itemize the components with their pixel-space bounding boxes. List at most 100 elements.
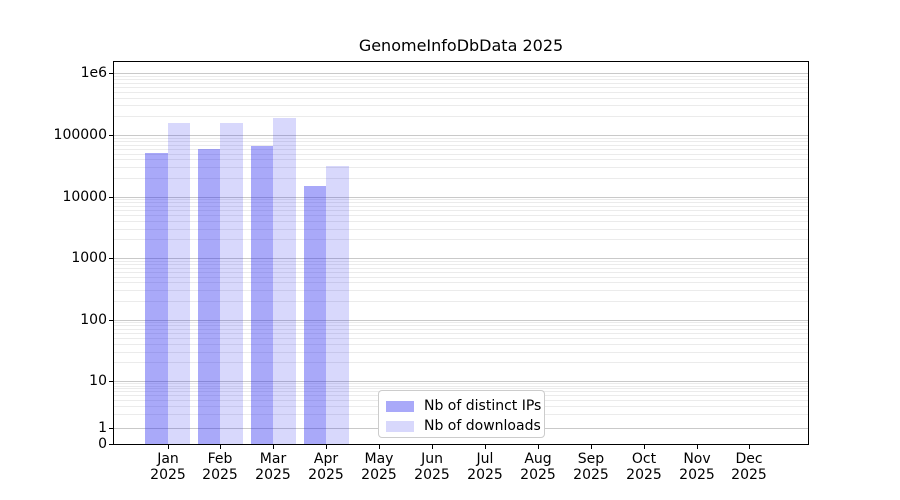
gridline-minor [114, 167, 808, 168]
gridline-minor [114, 116, 808, 117]
x-tick-label: Feb 2025 [180, 451, 260, 483]
gridline-minor [114, 141, 808, 142]
y-tick [109, 135, 113, 136]
gridline-minor [114, 301, 808, 302]
gridline-minor [114, 329, 808, 330]
y-tick [109, 444, 113, 445]
gridline-minor [114, 138, 808, 139]
x-tick-month: Dec [735, 451, 763, 467]
x-tick-year: 2025 [414, 467, 450, 483]
gridline-minor [114, 105, 808, 106]
x-tick-year: 2025 [679, 467, 715, 483]
x-tick-label: Mar 2025 [233, 451, 313, 483]
gridline-minor [114, 154, 808, 155]
gridline-minor [114, 386, 808, 387]
x-tick-month: Jun [421, 451, 443, 467]
bar-distinct-ips [145, 152, 168, 444]
x-tick-month: Aug [524, 451, 552, 467]
x-tick-year: 2025 [467, 467, 503, 483]
y-tick-label: 0 [98, 436, 107, 452]
x-tick [644, 445, 645, 449]
gridline-minor [114, 344, 808, 345]
x-tick-year: 2025 [520, 467, 556, 483]
gridline-minor [114, 352, 808, 353]
grid-layer [114, 62, 808, 444]
gridline-minor [114, 83, 808, 84]
gridline-minor [114, 239, 808, 240]
x-tick-year: 2025 [361, 467, 397, 483]
x-tick [220, 445, 221, 449]
x-tick [538, 445, 539, 449]
gridline-minor [114, 210, 808, 211]
chart-title: GenomeInfoDbData 2025 [358, 36, 564, 55]
y-tick [109, 197, 113, 198]
y-tick-label: 100 [80, 312, 107, 328]
gridline-major [114, 73, 808, 74]
bar-downloads [167, 123, 190, 444]
gridline-minor [114, 76, 808, 77]
legend-swatch-downloads-icon [386, 420, 414, 432]
x-tick-month: Oct [631, 451, 657, 467]
legend-swatch-distinct-ips-icon [386, 400, 414, 412]
y-tick [109, 258, 113, 259]
gridline-minor [114, 145, 808, 146]
gridline-minor [114, 333, 808, 334]
gridline-minor [114, 272, 808, 273]
legend: Nb of distinct IPs Nb of downloads [378, 390, 545, 438]
gridline-minor [114, 221, 808, 222]
x-tick-month: May [364, 451, 394, 467]
gridline-major [114, 320, 808, 321]
x-tick [591, 445, 592, 449]
legend-label-downloads: Nb of downloads [424, 418, 541, 434]
gridline-minor [114, 215, 808, 216]
gridline-minor [114, 79, 808, 80]
gridline-minor [114, 159, 808, 160]
gridline-minor [114, 199, 808, 200]
x-tick-year: 2025 [150, 467, 186, 483]
x-tick-label: Jun 2025 [392, 451, 472, 483]
gridline-minor [114, 149, 808, 150]
x-tick-label: Sep 2025 [551, 451, 631, 483]
gridline-minor [114, 261, 808, 262]
x-tick-month: Nov [683, 451, 711, 467]
x-tick-label: Jul 2025 [445, 451, 525, 483]
x-tick-month: Feb [207, 451, 233, 467]
x-tick-month: Jan [157, 451, 179, 467]
x-tick [168, 445, 169, 449]
gridline-minor [114, 202, 808, 203]
y-tick-label: 10 [89, 373, 107, 389]
gridline-minor [114, 282, 808, 283]
x-tick-label: Aug 2025 [498, 451, 578, 483]
x-tick-label: Apr 2025 [286, 451, 366, 483]
x-tick-month: Sep [577, 451, 605, 467]
x-tick [697, 445, 698, 449]
y-tick [109, 428, 113, 429]
gridline-minor [114, 388, 808, 389]
y-tick-label: 10000 [62, 189, 107, 205]
y-tick [109, 73, 113, 74]
gridline-minor [114, 92, 808, 93]
x-tick-year: 2025 [626, 467, 662, 483]
x-tick-label: Jan 2025 [128, 451, 208, 483]
x-tick [326, 445, 327, 449]
x-tick-month: Mar [259, 451, 287, 467]
y-tick-label: 100000 [53, 127, 107, 143]
bar-downloads [273, 117, 296, 444]
x-tick-label: Nov 2025 [657, 451, 737, 483]
x-tick-year: 2025 [731, 467, 767, 483]
gridline-major [114, 135, 808, 136]
bar-distinct-ips [197, 149, 221, 444]
x-tick-label: May 2025 [339, 451, 419, 483]
x-tick-label: Dec 2025 [709, 451, 789, 483]
x-tick [485, 445, 486, 449]
gridline-minor [114, 322, 808, 323]
legend-label-distinct-ips: Nb of distinct IPs [424, 398, 542, 414]
gridline-major [114, 381, 808, 382]
gridline-minor [114, 178, 808, 179]
x-tick-year: 2025 [308, 467, 344, 483]
x-tick-year: 2025 [255, 467, 291, 483]
legend-item-distinct-ips: Nb of distinct IPs [386, 396, 541, 416]
gridline-minor [114, 383, 808, 384]
gridline-major [114, 258, 808, 259]
